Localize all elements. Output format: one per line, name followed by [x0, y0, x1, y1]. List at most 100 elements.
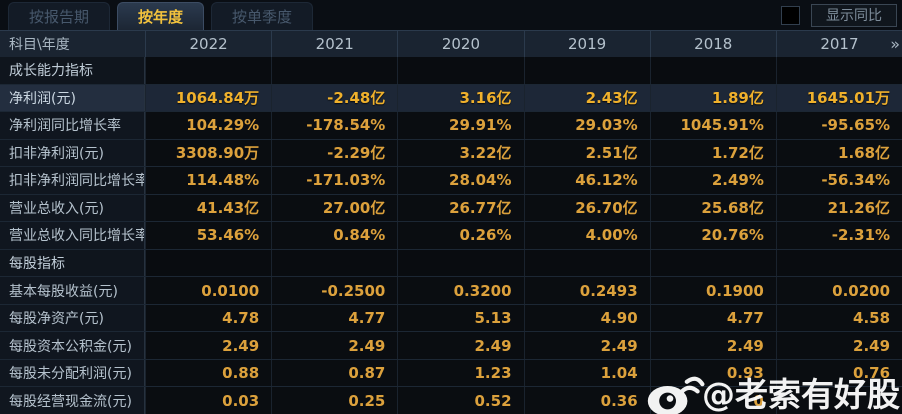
year-header-2022: 2022	[145, 31, 271, 57]
cell-value	[397, 249, 524, 277]
cell-value: 4.58	[775, 304, 902, 332]
table-row: 成长能力指标	[0, 57, 902, 85]
cell-value: 29.03%	[523, 112, 650, 139]
show-yoy-checkbox[interactable]	[781, 5, 800, 25]
cell-value	[145, 249, 272, 277]
table-row: 每股净资产(元) 4.78 4.77 5.13 4.90 4.77 4.58	[0, 304, 902, 333]
cell-value	[775, 249, 902, 277]
tab-by-single-quarter[interactable]: 按单季度	[211, 2, 314, 30]
show-yoy-label[interactable]: 显示同比	[811, 3, 897, 27]
cell-value: 41.43亿	[145, 194, 272, 222]
cell-value: 2.49	[397, 332, 524, 359]
table-row: 扣非净利润同比增长率 114.48% -171.03% 28.04% 46.12…	[0, 167, 902, 195]
cell-value	[271, 249, 398, 277]
cell-value: 0	[649, 387, 776, 414]
row-label: 营业总收入(元)	[0, 194, 145, 222]
cell-value: 114.48%	[145, 167, 272, 194]
cell-value: 0.88	[145, 359, 272, 387]
cell-value: 26.70亿	[523, 194, 650, 222]
cell-value: 104.29%	[145, 112, 272, 139]
cell-value: 53.46%	[145, 222, 272, 249]
cell-value: 0.3200	[397, 277, 524, 304]
cell-value: 0.26%	[397, 222, 524, 249]
cell-value: 27.00亿	[271, 194, 398, 222]
row-label: 扣非净利润同比增长率	[0, 167, 145, 194]
more-years-icon[interactable]: »	[890, 34, 900, 54]
yoy-controls: 显示同比	[781, 0, 902, 30]
table-row: 每股资本公积金(元) 2.49 2.49 2.49 2.49 2.49 2.49	[0, 332, 902, 360]
cell-value: 4.77	[271, 304, 398, 332]
year-header-2019: 2019	[523, 31, 650, 57]
cell-value: 4.78	[145, 304, 272, 332]
cell-value: -2.29亿	[271, 139, 398, 167]
cell-value: 2.51亿	[523, 139, 650, 167]
cell-value: 2.49	[145, 332, 272, 359]
cell-value: 29.91%	[397, 112, 524, 139]
year-header-label: 2017	[820, 35, 859, 53]
cell-value: 2.49	[649, 332, 776, 359]
cell-value: -0.2500	[271, 277, 398, 304]
row-label: 扣非净利润(元)	[0, 139, 145, 167]
cell-value: 0.84%	[271, 222, 398, 249]
cell-value: 2.49	[775, 332, 902, 359]
cell-value: 3.22亿	[397, 139, 524, 167]
table-row: 净利润(元) 1064.84万 -2.48亿 3.16亿 2.43亿 1.89亿…	[0, 84, 902, 113]
cell-value: 0.0200	[775, 277, 902, 304]
row-label: 每股净资产(元)	[0, 304, 145, 332]
cell-value: 4.90	[523, 304, 650, 332]
table-row: 营业总收入同比增长率 53.46% 0.84% 0.26% 4.00% 20.7…	[0, 222, 902, 250]
cell-value: 2.49	[271, 332, 398, 359]
cell-value	[523, 57, 650, 84]
table-row: 营业总收入(元) 41.43亿 27.00亿 26.77亿 26.70亿 25.…	[0, 194, 902, 223]
row-label: 基本每股收益(元)	[0, 277, 145, 304]
cell-value: -171.03%	[271, 167, 398, 194]
row-label: 每股经营现金流(元)	[0, 387, 145, 414]
cell-value: 0.1900	[649, 277, 776, 304]
cell-value: -178.54%	[271, 112, 398, 139]
cell-value	[775, 57, 902, 84]
table-row: 扣非净利润(元) 3308.90万 -2.29亿 3.22亿 2.51亿 1.7…	[0, 139, 902, 168]
cell-value: 21.26亿	[775, 194, 902, 222]
cell-value: 28.04%	[397, 167, 524, 194]
cell-value: 5.13	[397, 304, 524, 332]
cell-value: 20.76%	[649, 222, 776, 249]
row-label: 净利润(元)	[0, 84, 145, 112]
cell-value: 0.93	[649, 359, 776, 387]
cell-value: 1.04	[523, 359, 650, 387]
cell-value: 3.16亿	[397, 84, 524, 112]
cell-value: 1064.84万	[145, 84, 272, 112]
cell-value	[649, 57, 776, 84]
table-header-row: 科目\年度 2022 2021 2020 2019 2018 2017 »	[0, 30, 902, 57]
year-header-2017: 2017 »	[775, 31, 902, 57]
cell-value: 0.0100	[145, 277, 272, 304]
cell-value	[271, 57, 398, 84]
cell-value: 0.52	[397, 387, 524, 414]
cell-value	[145, 57, 272, 84]
cell-value: 1645.01万	[775, 84, 902, 112]
cell-value	[649, 249, 776, 277]
year-header-2021: 2021	[271, 31, 397, 57]
row-label: 每股资本公积金(元)	[0, 332, 145, 359]
tab-by-year[interactable]: 按年度	[117, 2, 205, 30]
cell-value: 25.68亿	[649, 194, 776, 222]
cell-value: 0.2493	[523, 277, 650, 304]
cell-value: -95.65%	[775, 112, 902, 139]
cell-value	[775, 387, 902, 414]
cell-value: 1.68亿	[775, 139, 902, 167]
tab-by-report-period[interactable]: 按报告期	[8, 2, 111, 30]
cell-value: -2.48亿	[271, 84, 398, 112]
cell-value: 0.03	[145, 387, 272, 414]
table-body: 成长能力指标 净利润(元) 1064.84万 -2.48亿 3.16亿 2.43…	[0, 57, 902, 414]
tab-bar: 按报告期 按年度 按单季度 显示同比	[0, 0, 902, 30]
cell-value: 1045.91%	[649, 112, 776, 139]
cell-value	[397, 57, 524, 84]
cell-value: 2.49%	[649, 167, 776, 194]
row-label: 每股未分配利润(元)	[0, 359, 145, 387]
cell-value: 3308.90万	[145, 139, 272, 167]
corner-header: 科目\年度	[9, 37, 70, 53]
cell-value: 2.49	[523, 332, 650, 359]
table-row: 净利润同比增长率 104.29% -178.54% 29.91% 29.03% …	[0, 112, 902, 140]
cell-value: 4.77	[649, 304, 776, 332]
cell-value: 1.89亿	[649, 84, 776, 112]
row-label: 净利润同比增长率	[0, 112, 145, 139]
